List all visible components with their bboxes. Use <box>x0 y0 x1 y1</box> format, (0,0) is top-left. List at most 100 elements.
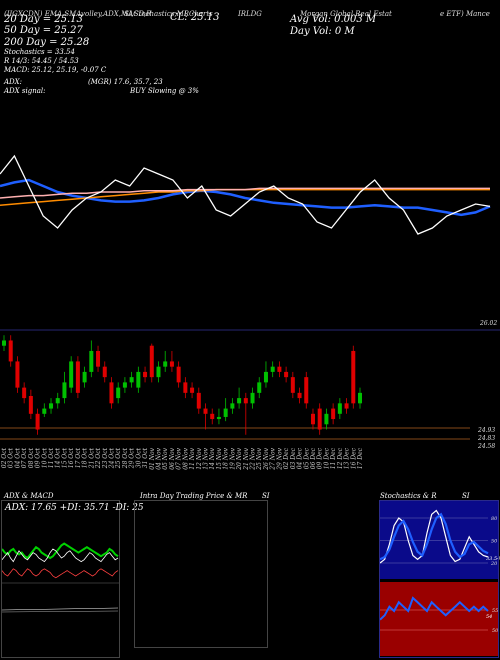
candle-body <box>129 377 134 383</box>
header-symbol: IRLDG <box>238 10 262 18</box>
candle-body <box>15 361 20 388</box>
date-tick-label: 12 Nov <box>196 447 203 469</box>
day20-label: 20 Day = 25.13 <box>4 14 83 25</box>
candle-body <box>250 392 255 404</box>
date-tick-label: 21 Oct <box>88 447 95 469</box>
date-tick-label: 05 Nov <box>162 447 169 469</box>
candle-body <box>35 413 40 430</box>
close-label: CL: 25.13 <box>170 12 220 23</box>
header-title-5: e ETF) Mance <box>440 10 490 18</box>
macd-label: MACD: 25.12, 25.19, -0.07 C <box>4 66 107 74</box>
date-tick-label: 28 Oct <box>122 447 129 469</box>
candle-body <box>176 366 181 383</box>
candle-body <box>8 340 13 362</box>
candle-body <box>284 371 289 378</box>
candle-body <box>183 382 188 393</box>
date-tick-label: 11 Nov <box>189 447 196 469</box>
adx-line-1 <box>1 548 119 563</box>
intraday-panel <box>134 500 268 648</box>
day-vol-label: Day Vol: 0 M <box>290 26 355 37</box>
avg-vol-label: Avg Vol: 0.003 M <box>290 14 377 25</box>
candle-body <box>263 371 268 383</box>
candle-body <box>96 350 101 367</box>
header-title-3: I Charts <box>184 10 213 18</box>
date-tick-label: 29 Nov <box>276 447 283 470</box>
candle-body <box>28 396 33 414</box>
candle-body <box>190 387 195 393</box>
candle-body <box>163 361 168 367</box>
date-tick-label: 15 Nov <box>216 447 223 469</box>
candle-body <box>310 413 315 425</box>
date-tick-label: 27 Nov <box>270 447 277 470</box>
candle-body <box>270 366 275 372</box>
candle-body <box>122 382 127 388</box>
date-tick-label: 15 Oct <box>61 447 68 468</box>
candle-body <box>230 403 235 409</box>
ma-line-3 <box>0 154 491 235</box>
candle-body <box>331 408 336 420</box>
date-tick-label: 30 Oct <box>135 447 142 468</box>
candle-body <box>304 377 309 404</box>
date-tick-label: 24 Oct <box>108 447 115 469</box>
candle-body <box>82 371 87 383</box>
date-tick-label: 04 Dec <box>297 447 304 469</box>
ma-line-0 <box>0 178 491 217</box>
candle-body <box>49 403 54 409</box>
date-tick-label: 01 Nov <box>149 447 156 469</box>
stoch-tick: 80 <box>491 516 498 522</box>
date-tick-label: 06 Nov <box>169 447 176 469</box>
candle-body <box>203 408 208 414</box>
date-tick-label: 20 Nov <box>236 447 243 470</box>
candle-body <box>42 408 47 414</box>
date-tick-label: 26 Nov <box>263 447 270 470</box>
date-tick-label: 02 Dec <box>283 447 290 469</box>
ma-price-axis-label: 26.02 <box>479 320 497 327</box>
adx-panel-frame <box>1 500 120 658</box>
date-tick-label: 19 Nov <box>229 447 236 469</box>
candle-body <box>337 403 342 414</box>
candle-body <box>116 387 121 399</box>
adx-readout: ADX: 17.65 +DI: 35.71 -DI: 25 <box>5 503 144 513</box>
adx-panel-title: ADX & MACD <box>4 492 54 500</box>
stoch-panel-frame <box>379 500 499 658</box>
price-label: 24.93 <box>477 427 495 434</box>
rsi-value-label: 54 <box>486 614 492 620</box>
candle-body <box>277 366 282 372</box>
candle-body <box>223 408 228 417</box>
date-tick-label: 10 Oct <box>41 447 48 468</box>
date-tick-label: 13 Nov <box>203 447 210 469</box>
macd-signal-line <box>1 610 119 613</box>
date-tick-label: 11 Dec <box>330 447 337 469</box>
date-tick-label: 17 Oct <box>75 447 82 468</box>
date-tick-label: 18 Nov <box>223 447 230 469</box>
candle-body <box>317 408 322 430</box>
macd-line <box>1 607 119 611</box>
intraday-panel-title: Intra Day Trading Price & MR <box>140 492 248 500</box>
date-tick-label: 07 Nov <box>176 447 183 469</box>
date-tick-label: 09 Oct <box>35 447 42 468</box>
adx-line-0 <box>1 542 119 560</box>
candle-body <box>156 366 161 378</box>
date-tick-label: 21 Nov <box>243 447 250 470</box>
date-tick-label: 11 Oct <box>48 447 55 468</box>
candle-body <box>69 361 74 388</box>
date-tick-label: 14 Oct <box>55 447 62 468</box>
date-tick-label: 31 Oct <box>142 447 149 468</box>
day200-label: 200 Day = 25.28 <box>4 37 90 48</box>
candle-body <box>297 392 302 399</box>
stoch-line-1 <box>379 512 489 561</box>
stoch-value-label: 33.54 <box>486 556 500 562</box>
header-title-2: SI,Stochastics,MR <box>124 10 190 18</box>
adx-values: (MGR) 17.6, 35.7, 23 <box>88 78 163 86</box>
date-tick-label: 09 Dec <box>317 447 324 469</box>
date-tick-label: 13 Dec <box>344 447 351 469</box>
date-tick-label: 07 Oct <box>21 447 28 468</box>
price-label: 24.58 <box>477 443 495 450</box>
adx-label: ADX: <box>4 78 23 86</box>
candle-body <box>290 377 295 393</box>
date-tick-label: 25 Oct <box>115 447 122 469</box>
candle-body <box>22 387 27 399</box>
candle-body <box>358 392 362 404</box>
candle-body <box>210 413 215 420</box>
rsi-tick: 55 <box>492 608 498 614</box>
